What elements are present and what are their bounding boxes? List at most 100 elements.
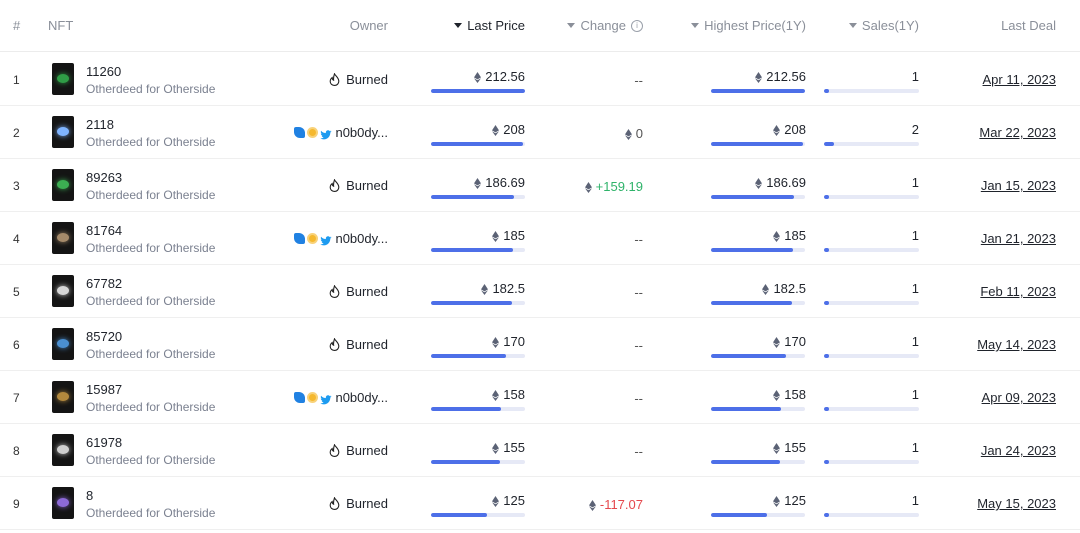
highest-price-value: 158 bbox=[784, 387, 806, 402]
sales-bar bbox=[824, 407, 919, 411]
nft-id-link[interactable]: 67782 bbox=[86, 276, 123, 291]
nft-thumbnail-art bbox=[57, 233, 69, 242]
highest-price: 155 bbox=[773, 440, 806, 455]
nft-collection-label: Otherdeed for Otherside bbox=[86, 347, 216, 361]
opensea-icon[interactable] bbox=[294, 392, 306, 403]
last-deal-link[interactable]: Jan 15, 2023 bbox=[980, 178, 1056, 193]
header-last-deal[interactable]: Last Deal bbox=[1001, 18, 1056, 33]
header-sales-label: Sales(1Y) bbox=[861, 18, 919, 33]
sales-count: 1 bbox=[911, 175, 919, 190]
header-nft[interactable]: NFT bbox=[48, 18, 73, 33]
table-row[interactable]: 8 61978 Otherdeed for Otherside Burned 1… bbox=[0, 424, 1080, 477]
nft-id-link[interactable]: 15987 bbox=[86, 382, 123, 397]
row-rank: 6 bbox=[13, 338, 20, 352]
highest-price-bar-fill bbox=[711, 513, 767, 517]
nft-thumbnail[interactable] bbox=[52, 487, 74, 519]
sales-bar-fill bbox=[824, 407, 829, 411]
table-row[interactable]: 3 89263 Otherdeed for Otherside Burned 1… bbox=[0, 159, 1080, 212]
change-value: -- bbox=[634, 338, 643, 353]
nft-id-link[interactable]: 61978 bbox=[86, 435, 123, 450]
change-cell: -- bbox=[634, 232, 643, 247]
table-row[interactable]: 4 81764 Otherdeed for Otherside n0b0dy..… bbox=[0, 212, 1080, 265]
opensea-icon[interactable] bbox=[294, 127, 306, 138]
eth-icon bbox=[755, 71, 763, 83]
header-last-price[interactable]: Last Price bbox=[454, 18, 525, 33]
row-rank: 1 bbox=[13, 73, 20, 87]
nft-id-link[interactable]: 11260 bbox=[86, 64, 122, 79]
last-deal-link[interactable]: May 15, 2023 bbox=[977, 496, 1056, 511]
table-row[interactable]: 9 8 Otherdeed for Otherside Burned 125 -… bbox=[0, 477, 1080, 530]
coin-icon[interactable] bbox=[307, 392, 319, 403]
nft-id-link[interactable]: 2118 bbox=[86, 117, 114, 132]
twitter-icon[interactable] bbox=[320, 234, 332, 245]
owner-cell: Burned bbox=[329, 443, 388, 458]
eth-icon bbox=[773, 336, 781, 348]
nft-collection-label: Otherdeed for Otherside bbox=[86, 82, 216, 96]
coin-icon[interactable] bbox=[307, 233, 319, 244]
last-price-value: 212.56 bbox=[485, 69, 525, 84]
nft-thumbnail[interactable] bbox=[52, 328, 74, 360]
last-price-bar-fill bbox=[431, 407, 501, 411]
last-price-value: 182.5 bbox=[492, 281, 525, 296]
nft-thumbnail[interactable] bbox=[52, 222, 74, 254]
info-icon[interactable]: i bbox=[631, 19, 643, 32]
nft-id-link[interactable]: 89263 bbox=[86, 170, 123, 185]
last-price-bar bbox=[431, 513, 525, 517]
nft-thumbnail[interactable] bbox=[52, 434, 74, 466]
last-price: 158 bbox=[492, 387, 525, 402]
nft-id-link[interactable]: 81764 bbox=[86, 223, 123, 238]
header-highest-price[interactable]: Highest Price(1Y) bbox=[691, 18, 806, 33]
last-deal-link[interactable]: Apr 11, 2023 bbox=[982, 72, 1056, 87]
header-highest-price-label: Highest Price(1Y) bbox=[704, 18, 806, 33]
last-price-bar bbox=[431, 354, 525, 358]
owner-cell: n0b0dy... bbox=[294, 231, 388, 246]
twitter-icon[interactable] bbox=[320, 128, 332, 139]
nft-id-link[interactable]: 8 bbox=[86, 488, 94, 503]
nft-thumbnail[interactable] bbox=[52, 116, 74, 148]
last-price-value: 185 bbox=[503, 228, 525, 243]
table-row[interactable]: 5 67782 Otherdeed for Otherside Burned 1… bbox=[0, 265, 1080, 318]
last-deal-link[interactable]: Feb 11, 2023 bbox=[980, 284, 1056, 299]
nft-collection-label: Otherdeed for Otherside bbox=[86, 294, 216, 308]
nft-thumbnail[interactable] bbox=[52, 381, 74, 413]
sales-bar-fill bbox=[824, 354, 829, 358]
flame-icon bbox=[329, 72, 340, 86]
last-deal-link[interactable]: Apr 09, 2023 bbox=[981, 390, 1056, 405]
nft-thumbnail[interactable] bbox=[52, 275, 74, 307]
change-value: -- bbox=[634, 444, 643, 459]
nft-collection-label: Otherdeed for Otherside bbox=[86, 241, 216, 255]
opensea-icon[interactable] bbox=[294, 233, 306, 244]
twitter-icon[interactable] bbox=[320, 393, 332, 404]
owner-cell: Burned bbox=[329, 496, 388, 511]
highest-price-bar bbox=[711, 460, 805, 464]
owner-address[interactable]: n0b0dy... bbox=[335, 231, 388, 246]
last-deal-link[interactable]: Jan 24, 2023 bbox=[980, 443, 1056, 458]
header-owner[interactable]: Owner bbox=[350, 18, 388, 33]
last-deal-link[interactable]: Mar 22, 2023 bbox=[979, 125, 1056, 140]
nft-id-link[interactable]: 85720 bbox=[86, 329, 123, 344]
nft-thumbnail[interactable] bbox=[52, 63, 74, 95]
sales-bar bbox=[824, 195, 919, 199]
coin-icon[interactable] bbox=[307, 127, 319, 138]
header-owner-label: Owner bbox=[349, 18, 388, 33]
header-sales[interactable]: Sales(1Y) bbox=[848, 18, 919, 33]
eth-icon bbox=[624, 128, 632, 140]
last-deal-link[interactable]: May 14, 2023 bbox=[977, 337, 1056, 352]
last-deal-link[interactable]: Jan 21, 2023 bbox=[980, 231, 1056, 246]
header-change[interactable]: Change i bbox=[567, 18, 643, 33]
sales-bar-fill bbox=[824, 89, 829, 93]
sales-count: 1 bbox=[911, 69, 919, 84]
table-row[interactable]: 1 11260 Otherdeed for Otherside Burned 2… bbox=[0, 53, 1080, 106]
highest-price-bar bbox=[711, 513, 805, 517]
nft-thumbnail[interactable] bbox=[52, 169, 74, 201]
owner-address[interactable]: n0b0dy... bbox=[335, 390, 388, 405]
last-price-value: 208 bbox=[503, 122, 525, 137]
highest-price: 182.5 bbox=[762, 281, 806, 296]
table-row[interactable]: 2 2118 Otherdeed for Otherside n0b0dy...… bbox=[0, 106, 1080, 159]
change-value: -- bbox=[634, 391, 643, 406]
table-row[interactable]: 6 85720 Otherdeed for Otherside Burned 1… bbox=[0, 318, 1080, 371]
owner-address[interactable]: n0b0dy... bbox=[335, 125, 388, 140]
table-row[interactable]: 7 15987 Otherdeed for Otherside n0b0dy..… bbox=[0, 371, 1080, 424]
sales-bar bbox=[824, 460, 919, 464]
header-change-label: Change bbox=[580, 18, 626, 33]
